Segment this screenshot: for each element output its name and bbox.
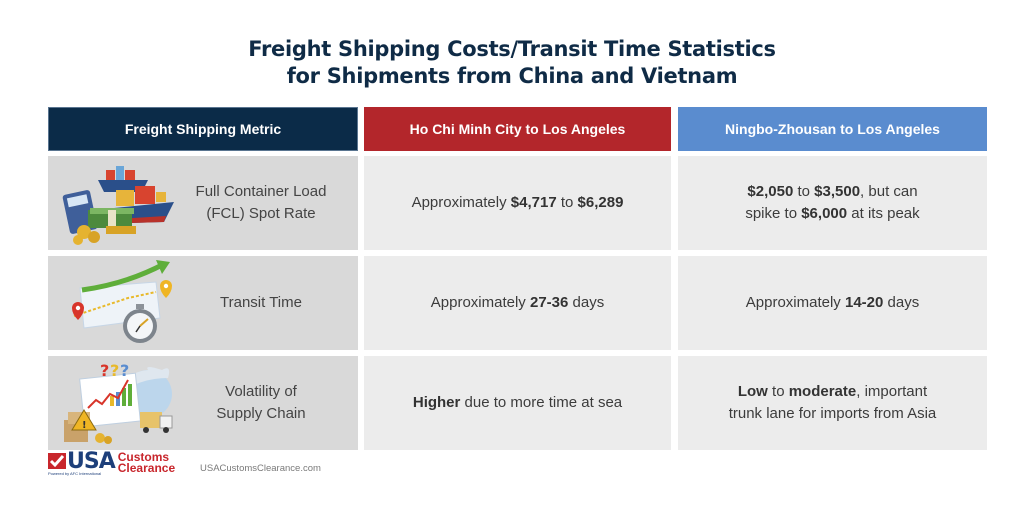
footer-url: USACustomsClearance.com: [200, 463, 321, 474]
checkmark-icon: [48, 453, 66, 469]
brand-logo: USA Customs Clearance Powered by AFC Int…: [48, 451, 175, 479]
value-text: to: [767, 383, 789, 400]
value-bold: $6,289: [577, 194, 624, 211]
value-bold: moderate: [788, 383, 857, 400]
metric-label-fcl: Full Container Load (FCL) Spot Rate: [181, 181, 341, 225]
value-text: Approximately: [411, 194, 511, 211]
logo-customs-clearance: Customs Clearance: [117, 450, 176, 475]
metric-label-line: Transit Time: [220, 294, 302, 311]
value-text: to: [793, 183, 815, 200]
logo-powered-by: Powered by AFC International: [48, 471, 102, 476]
metric-cell-volatility: ? ? ? ! Volatility of Supply Chain: [48, 356, 358, 450]
value-text: spike to: [745, 205, 802, 222]
supply-chain-volatility-icon: ? ? ? !: [56, 358, 181, 448]
header-ningbo-to-la: Ningbo-Zhousan to Los Angeles: [678, 107, 987, 151]
value-text: days: [883, 294, 920, 311]
title-line-1: Freight Shipping Costs/Transit Time Stat…: [248, 37, 776, 61]
svg-text:!: !: [82, 420, 87, 431]
title-line-2: for Shipments from China and Vietnam: [286, 64, 738, 88]
logo-word: Customs: [117, 450, 170, 464]
metric-label-line: Supply Chain: [216, 405, 306, 422]
metric-cell-fcl: Full Container Load (FCL) Spot Rate: [48, 156, 358, 250]
value-text: , but can: [860, 183, 918, 200]
logo-word: Clearance: [117, 461, 176, 475]
svg-text:?: ?: [120, 361, 129, 380]
value-bold: 14-20: [844, 294, 884, 311]
value-bold: Higher: [412, 394, 461, 411]
svg-text:?: ?: [100, 361, 109, 380]
value-text: to: [556, 194, 578, 211]
value-bold: Low: [737, 383, 768, 400]
stopwatch-map-route-icon: [56, 258, 181, 348]
page-title: Freight Shipping Costs/Transit Time Stat…: [0, 36, 1024, 90]
value-text: days: [568, 294, 605, 311]
container-ship-money-icon: [56, 158, 181, 248]
value-text: Approximately: [430, 294, 530, 311]
header-hcmc-to-la: Ho Chi Minh City to Los Angeles: [364, 107, 671, 151]
metric-label-volatility: Volatility of Supply Chain: [181, 381, 341, 425]
value-ningbo-transit: Approximately 14-20 days: [678, 256, 987, 350]
value-bold: 27-36: [529, 294, 569, 311]
metric-label-line: Full Container Load: [195, 183, 327, 200]
logo-usa-text: USA: [67, 449, 116, 474]
value-text: due to more time at sea: [460, 394, 623, 411]
value-bold: $4,717: [510, 194, 557, 211]
value-bold: $6,000: [801, 205, 848, 222]
metric-label-line: (FCL) Spot Rate: [206, 205, 316, 222]
value-text: trunk lane for imports from Asia: [728, 405, 937, 422]
header-metric: Freight Shipping Metric: [48, 107, 358, 151]
metric-label-line: Volatility of: [225, 383, 297, 400]
value-bold: $2,050: [747, 183, 794, 200]
value-hcmc-transit: Approximately 27-36 days: [364, 256, 671, 350]
metric-label-transit-time: Transit Time: [181, 292, 341, 314]
value-hcmc-volatility: Higher due to more time at sea: [364, 356, 671, 450]
value-bold: $3,500: [814, 183, 861, 200]
value-ningbo-volatility: Low to moderate, important trunk lane fo…: [678, 356, 987, 450]
value-ningbo-fcl: $2,050 to $3,500, but can spike to $6,00…: [678, 156, 987, 250]
value-text: , important: [856, 383, 928, 400]
value-text: at its peak: [847, 205, 920, 222]
value-hcmc-fcl: Approximately $4,717 to $6,289: [364, 156, 671, 250]
metric-cell-transit-time: Transit Time: [48, 256, 358, 350]
svg-text:?: ?: [110, 361, 119, 380]
value-text: Approximately: [745, 294, 845, 311]
